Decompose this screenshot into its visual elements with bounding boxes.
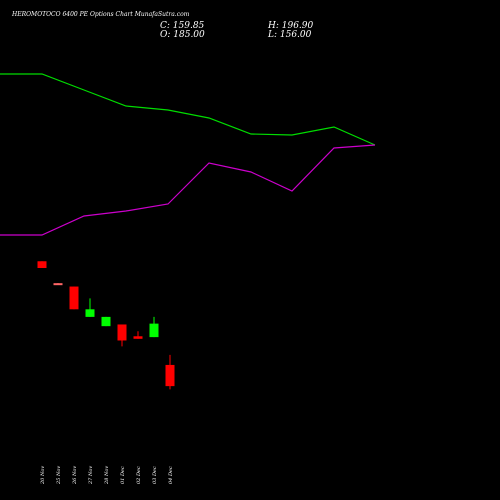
candle: [69, 286, 79, 310]
indicator-line-1: [0, 73, 376, 146]
x-tick-label: 04 Dec: [168, 466, 174, 484]
candle: [85, 298, 95, 317]
close-readout: C: 159.85: [160, 21, 205, 31]
low-readout: L: 156.00: [267, 30, 312, 40]
candle-body: [117, 324, 127, 341]
x-tick-label: 27 Nov: [88, 466, 94, 485]
candle: [133, 331, 143, 339]
high-readout: H: 196.90: [267, 21, 314, 31]
indicator-lines: [0, 73, 376, 236]
x-tick-label: 20 Nov: [40, 466, 46, 485]
candle: [149, 316, 159, 338]
candles: [37, 261, 175, 390]
candle-body: [165, 364, 175, 387]
x-tick-label: 03 Dec: [152, 466, 158, 484]
x-tick-label: 25 Nov: [56, 466, 62, 485]
indicator-line-2: [0, 144, 376, 236]
candle-body: [101, 316, 111, 327]
x-tick-label: 26 Nov: [72, 466, 78, 485]
candle: [165, 354, 175, 390]
candle-body: [69, 286, 79, 310]
x-tick-label: 01 Dec: [120, 466, 126, 484]
candle: [101, 316, 111, 327]
x-axis-ticks: 20 Nov 25 Nov 26 Nov 27 Nov 28 Nov 01 Dec 02 D…: [40, 466, 174, 485]
x-tick-label: 28 Nov: [104, 466, 110, 485]
candle-body: [53, 283, 63, 286]
candle-body: [149, 323, 159, 338]
candle-body: [37, 261, 47, 268]
chart-title: HEROMOTOCO 6400 PE Options Chart MunafaS…: [11, 11, 190, 18]
candle-body: [85, 309, 95, 317]
candle: [37, 261, 47, 268]
candle: [117, 324, 127, 347]
open-readout: O: 185.00: [160, 30, 205, 40]
x-tick-label: 02 Dec: [136, 466, 142, 484]
candle: [53, 283, 63, 286]
candle-body: [133, 336, 143, 339]
